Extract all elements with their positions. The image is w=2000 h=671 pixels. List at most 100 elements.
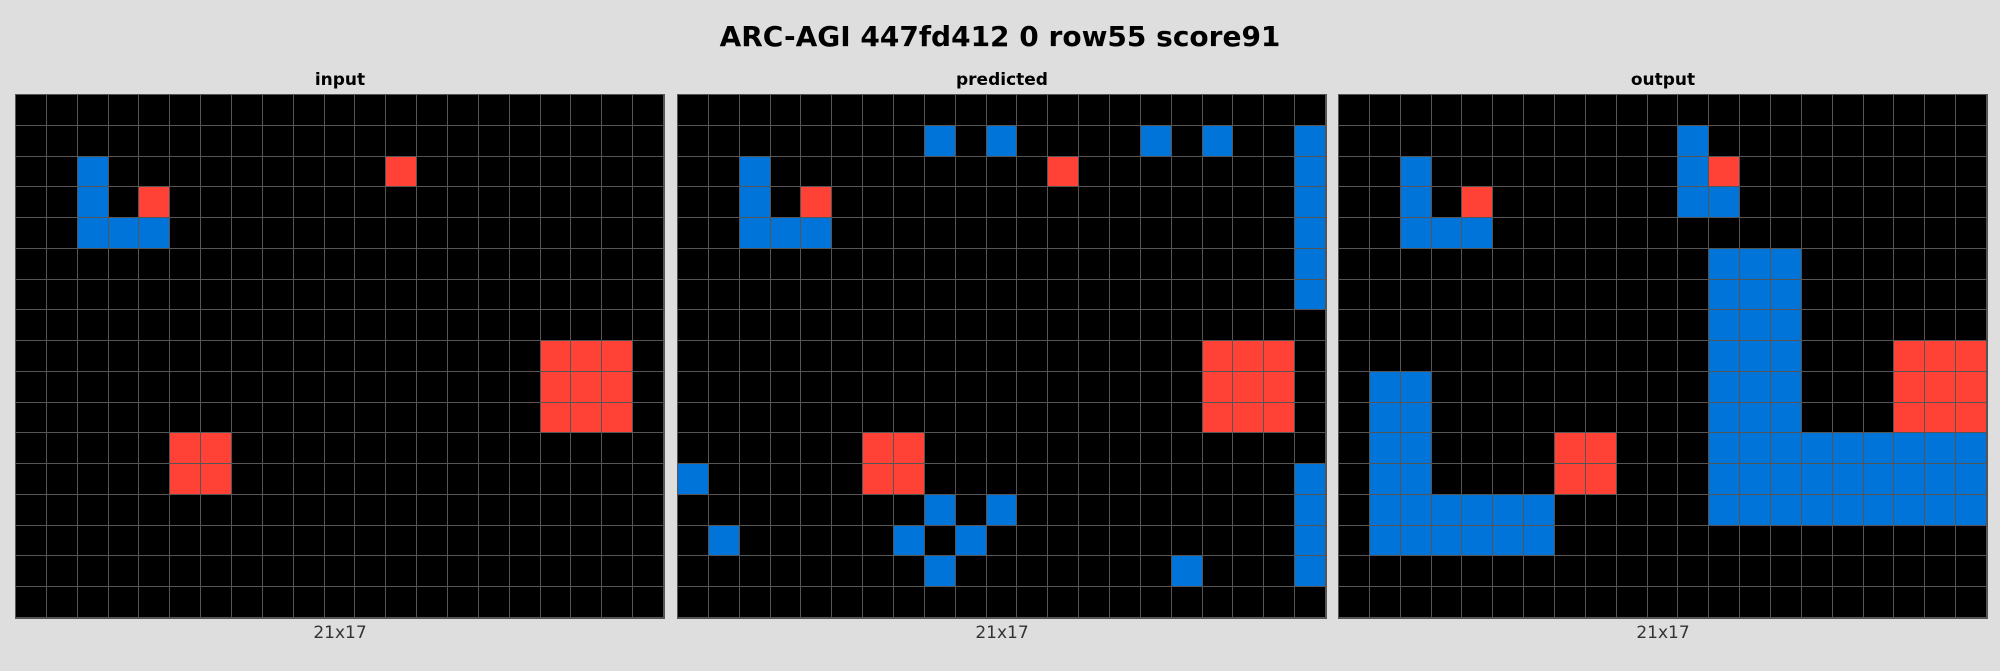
grid-cell bbox=[46, 95, 78, 126]
grid-cell bbox=[293, 556, 325, 588]
grid-cell bbox=[801, 310, 833, 342]
grid-cell bbox=[1832, 402, 1864, 434]
grid-cell bbox=[1233, 341, 1265, 372]
grid-cell bbox=[1233, 279, 1265, 311]
grid-cell bbox=[1171, 371, 1203, 403]
grid-cell bbox=[1493, 218, 1525, 249]
grid-cell bbox=[832, 310, 864, 342]
grid-cell bbox=[633, 310, 664, 342]
grid-cell bbox=[1524, 341, 1555, 372]
grid-cell bbox=[924, 371, 956, 403]
grid-cell bbox=[832, 248, 864, 280]
grid-cell bbox=[1647, 310, 1679, 342]
grid-cell bbox=[170, 525, 202, 557]
grid-cell bbox=[1771, 587, 1802, 618]
grid-cell bbox=[509, 464, 541, 495]
grid-cell bbox=[1202, 310, 1234, 342]
grid-cell bbox=[1171, 218, 1203, 249]
grid-cell bbox=[1956, 433, 1987, 465]
grid-cell bbox=[1771, 464, 1802, 495]
grid-cell bbox=[924, 494, 956, 526]
grid-cell bbox=[924, 187, 956, 219]
grid-cell bbox=[355, 587, 387, 618]
grid-cell bbox=[1616, 310, 1648, 342]
grid-cell bbox=[1431, 218, 1463, 249]
grid-cell bbox=[1616, 187, 1648, 219]
grid-cell bbox=[1585, 248, 1617, 280]
panel-title: output bbox=[1630, 70, 1696, 90]
grid-cell bbox=[1863, 310, 1895, 342]
grid-cell bbox=[1678, 587, 1710, 618]
grid-cell bbox=[571, 525, 603, 557]
grid-cell bbox=[832, 95, 864, 126]
grid-cell bbox=[1894, 279, 1926, 311]
grid-cell bbox=[1295, 187, 1326, 219]
grid-cell bbox=[16, 248, 47, 280]
grid-cell bbox=[108, 464, 140, 495]
grid-cell bbox=[386, 248, 418, 280]
grid-cell bbox=[1555, 433, 1586, 465]
grid-cell bbox=[832, 556, 864, 588]
grid-cell bbox=[386, 125, 418, 157]
grid-cell bbox=[1832, 587, 1864, 618]
grid-cell bbox=[1017, 402, 1049, 434]
grid-cell bbox=[955, 218, 987, 249]
grid-cell bbox=[1462, 156, 1494, 188]
grid-cell bbox=[1647, 587, 1679, 618]
grid-cell bbox=[1555, 310, 1586, 342]
grid-cell bbox=[633, 525, 664, 557]
grid-cell bbox=[1616, 587, 1648, 618]
grid-cell bbox=[1616, 125, 1648, 157]
grid-cell bbox=[448, 125, 479, 157]
grid-cell bbox=[1462, 587, 1494, 618]
grid-cell bbox=[201, 218, 232, 249]
grid-cell bbox=[571, 218, 603, 249]
grid-cell bbox=[1801, 464, 1833, 495]
grid-cell bbox=[832, 341, 864, 372]
grid-cell bbox=[1585, 218, 1617, 249]
grid-cell bbox=[201, 494, 232, 526]
grid-cell bbox=[1771, 95, 1802, 126]
grid-cell bbox=[448, 525, 479, 557]
grid-cell bbox=[770, 279, 802, 311]
grid-cell bbox=[1295, 125, 1326, 157]
grid-cell bbox=[1431, 95, 1463, 126]
grid-cell bbox=[1678, 248, 1710, 280]
grid-cell bbox=[894, 341, 925, 372]
grid-cell bbox=[139, 156, 171, 188]
grid-cell bbox=[386, 464, 418, 495]
grid-cell bbox=[986, 525, 1018, 557]
grid-cell bbox=[1110, 310, 1141, 342]
grid-cell bbox=[1678, 371, 1710, 403]
grid-cell bbox=[1740, 341, 1771, 372]
grid-cell bbox=[801, 494, 833, 526]
grid-cell bbox=[678, 218, 709, 249]
grid-cell bbox=[571, 248, 603, 280]
grid-cell bbox=[955, 587, 987, 618]
grid-cell bbox=[1524, 125, 1555, 157]
grid-cell bbox=[262, 156, 294, 188]
grid-cell bbox=[602, 248, 634, 280]
grid-cell bbox=[540, 587, 572, 618]
grid-cell bbox=[1832, 248, 1864, 280]
grid-cell bbox=[324, 187, 356, 219]
grid-cell bbox=[417, 433, 448, 465]
grid-cell bbox=[1202, 125, 1234, 157]
grid-cell bbox=[602, 310, 634, 342]
grid-cell bbox=[1079, 218, 1110, 249]
grid-cell bbox=[1647, 279, 1679, 311]
grid-cell bbox=[448, 310, 479, 342]
grid-cell bbox=[801, 279, 833, 311]
grid-cell bbox=[1925, 156, 1957, 188]
grid-cell bbox=[1771, 371, 1802, 403]
grid-cell bbox=[324, 525, 356, 557]
grid-cell bbox=[1295, 556, 1326, 588]
grid-cell bbox=[894, 587, 925, 618]
grid-cell bbox=[1369, 95, 1401, 126]
grid-cell bbox=[108, 187, 140, 219]
grid-cell bbox=[832, 525, 864, 557]
grid-cell bbox=[1771, 125, 1802, 157]
grid-cell bbox=[1832, 464, 1864, 495]
grid-cell bbox=[1925, 494, 1957, 526]
grid-cell bbox=[1264, 402, 1296, 434]
